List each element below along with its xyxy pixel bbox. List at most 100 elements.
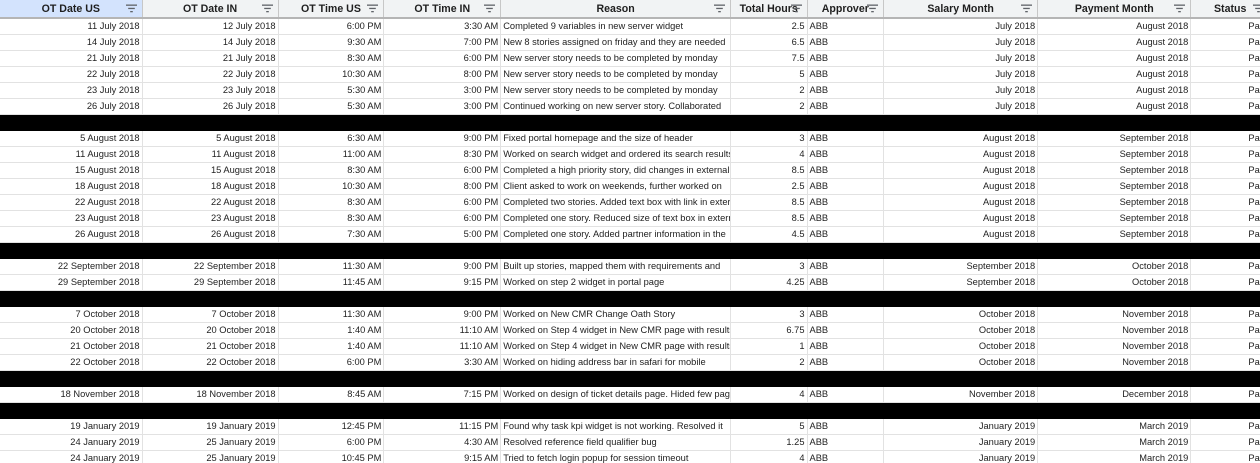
cell-ot-date-us[interactable]: 21 October 2018 <box>0 338 143 355</box>
cell-salary-month[interactable]: August 2018 <box>883 162 1039 179</box>
cell-status[interactable]: Paid <box>1190 418 1260 435</box>
cell-status[interactable]: Paid <box>1190 210 1260 227</box>
cell-status[interactable]: Paid <box>1190 178 1260 195</box>
separator-cell[interactable] <box>383 290 502 307</box>
separator-cell[interactable] <box>0 114 143 131</box>
cell-payment-month[interactable]: September 2018 <box>1037 194 1192 211</box>
cell-ot-date-us[interactable]: 24 January 2019 <box>0 450 143 463</box>
cell-approver[interactable]: ABB <box>807 450 885 463</box>
cell-total-hours[interactable]: 2 <box>730 354 808 371</box>
cell-salary-month[interactable]: October 2018 <box>883 354 1039 371</box>
cell-reason[interactable]: Completed 9 variables in new server widg… <box>500 18 731 35</box>
cell-ot-date-us[interactable]: 24 January 2019 <box>0 434 143 451</box>
separator-cell[interactable] <box>142 402 279 419</box>
cell-reason[interactable]: Completed one story. Reduced size of tex… <box>500 210 731 227</box>
cell-ot-date-us[interactable]: 23 August 2018 <box>0 210 143 227</box>
separator-cell[interactable] <box>730 370 808 387</box>
cell-status[interactable]: Paid <box>1190 50 1260 67</box>
filter-icon[interactable] <box>1173 3 1186 14</box>
cell-ot-date-in[interactable]: 23 August 2018 <box>142 210 279 227</box>
cell-ot-date-us[interactable]: 19 January 2019 <box>0 418 143 435</box>
cell-total-hours[interactable]: 3 <box>730 130 808 147</box>
separator-cell[interactable] <box>883 370 1039 387</box>
cell-ot-date-us[interactable]: 20 October 2018 <box>0 322 143 339</box>
filter-icon[interactable] <box>483 3 496 14</box>
cell-ot-time-in[interactable]: 7:15 PM <box>383 386 502 403</box>
cell-ot-date-in[interactable]: 11 August 2018 <box>142 146 279 163</box>
cell-approver[interactable]: ABB <box>807 98 885 115</box>
separator-cell[interactable] <box>278 370 385 387</box>
cell-status[interactable]: Paid <box>1190 338 1260 355</box>
cell-salary-month[interactable]: August 2018 <box>883 210 1039 227</box>
cell-ot-time-in[interactable]: 6:00 PM <box>383 210 502 227</box>
separator-cell[interactable] <box>500 290 731 307</box>
column-header-salary-month[interactable]: Salary Month <box>883 0 1039 19</box>
cell-total-hours[interactable]: 8.5 <box>730 162 808 179</box>
cell-ot-time-us[interactable]: 5:30 AM <box>278 98 385 115</box>
cell-ot-time-in[interactable]: 6:00 PM <box>383 50 502 67</box>
cell-salary-month[interactable]: July 2018 <box>883 18 1039 35</box>
cell-salary-month[interactable]: August 2018 <box>883 130 1039 147</box>
cell-salary-month[interactable]: October 2018 <box>883 338 1039 355</box>
cell-approver[interactable]: ABB <box>807 338 885 355</box>
separator-cell[interactable] <box>1037 402 1192 419</box>
cell-ot-time-in[interactable]: 3:30 AM <box>383 18 502 35</box>
cell-status[interactable]: Paid <box>1190 386 1260 403</box>
cell-payment-month[interactable]: September 2018 <box>1037 130 1192 147</box>
cell-ot-date-in[interactable]: 7 October 2018 <box>142 306 279 323</box>
cell-approver[interactable]: ABB <box>807 386 885 403</box>
separator-cell[interactable] <box>883 402 1039 419</box>
filter-icon[interactable] <box>366 3 379 14</box>
cell-total-hours[interactable]: 7.5 <box>730 50 808 67</box>
cell-payment-month[interactable]: September 2018 <box>1037 178 1192 195</box>
cell-salary-month[interactable]: August 2018 <box>883 146 1039 163</box>
separator-cell[interactable] <box>0 370 143 387</box>
cell-approver[interactable]: ABB <box>807 434 885 451</box>
cell-reason[interactable]: Completed two stories. Added text box wi… <box>500 194 731 211</box>
cell-ot-date-us[interactable]: 22 September 2018 <box>0 258 143 275</box>
separator-cell[interactable] <box>807 370 885 387</box>
filter-icon[interactable] <box>713 3 726 14</box>
cell-payment-month[interactable]: December 2018 <box>1037 386 1192 403</box>
cell-salary-month[interactable]: January 2019 <box>883 434 1039 451</box>
cell-status[interactable]: Paid <box>1190 146 1260 163</box>
cell-ot-date-in[interactable]: 29 September 2018 <box>142 274 279 291</box>
cell-ot-time-in[interactable]: 9:15 PM <box>383 274 502 291</box>
cell-reason[interactable]: New 8 stories assigned on friday and the… <box>500 34 731 51</box>
cell-total-hours[interactable]: 5 <box>730 66 808 83</box>
cell-approver[interactable]: ABB <box>807 274 885 291</box>
cell-total-hours[interactable]: 3 <box>730 306 808 323</box>
separator-cell[interactable] <box>278 114 385 131</box>
cell-ot-date-us[interactable]: 7 October 2018 <box>0 306 143 323</box>
cell-payment-month[interactable]: March 2019 <box>1037 434 1192 451</box>
cell-ot-time-us[interactable]: 1:40 AM <box>278 322 385 339</box>
cell-status[interactable]: Paid <box>1190 274 1260 291</box>
cell-ot-date-in[interactable]: 25 January 2019 <box>142 434 279 451</box>
separator-cell[interactable] <box>142 370 279 387</box>
cell-total-hours[interactable]: 2 <box>730 82 808 99</box>
cell-total-hours[interactable]: 4.5 <box>730 226 808 243</box>
cell-status[interactable]: Paid <box>1190 34 1260 51</box>
cell-ot-time-us[interactable]: 8:30 AM <box>278 194 385 211</box>
cell-ot-date-in[interactable]: 22 August 2018 <box>142 194 279 211</box>
cell-ot-date-us[interactable]: 26 July 2018 <box>0 98 143 115</box>
cell-total-hours[interactable]: 4 <box>730 146 808 163</box>
filter-icon[interactable] <box>1020 3 1033 14</box>
cell-ot-time-us[interactable]: 8:30 AM <box>278 210 385 227</box>
cell-ot-time-in[interactable]: 9:00 PM <box>383 258 502 275</box>
cell-total-hours[interactable]: 8.5 <box>730 210 808 227</box>
cell-approver[interactable]: ABB <box>807 146 885 163</box>
cell-ot-date-us[interactable]: 29 September 2018 <box>0 274 143 291</box>
cell-total-hours[interactable]: 1 <box>730 338 808 355</box>
cell-approver[interactable]: ABB <box>807 210 885 227</box>
separator-cell[interactable] <box>807 242 885 259</box>
cell-ot-time-us[interactable]: 7:30 AM <box>278 226 385 243</box>
cell-ot-date-in[interactable]: 19 January 2019 <box>142 418 279 435</box>
cell-ot-date-in[interactable]: 25 January 2019 <box>142 450 279 463</box>
cell-approver[interactable]: ABB <box>807 50 885 67</box>
cell-ot-time-us[interactable]: 1:40 AM <box>278 338 385 355</box>
cell-approver[interactable]: ABB <box>807 194 885 211</box>
cell-salary-month[interactable]: October 2018 <box>883 322 1039 339</box>
cell-ot-time-in[interactable]: 9:00 PM <box>383 306 502 323</box>
cell-ot-date-in[interactable]: 20 October 2018 <box>142 322 279 339</box>
